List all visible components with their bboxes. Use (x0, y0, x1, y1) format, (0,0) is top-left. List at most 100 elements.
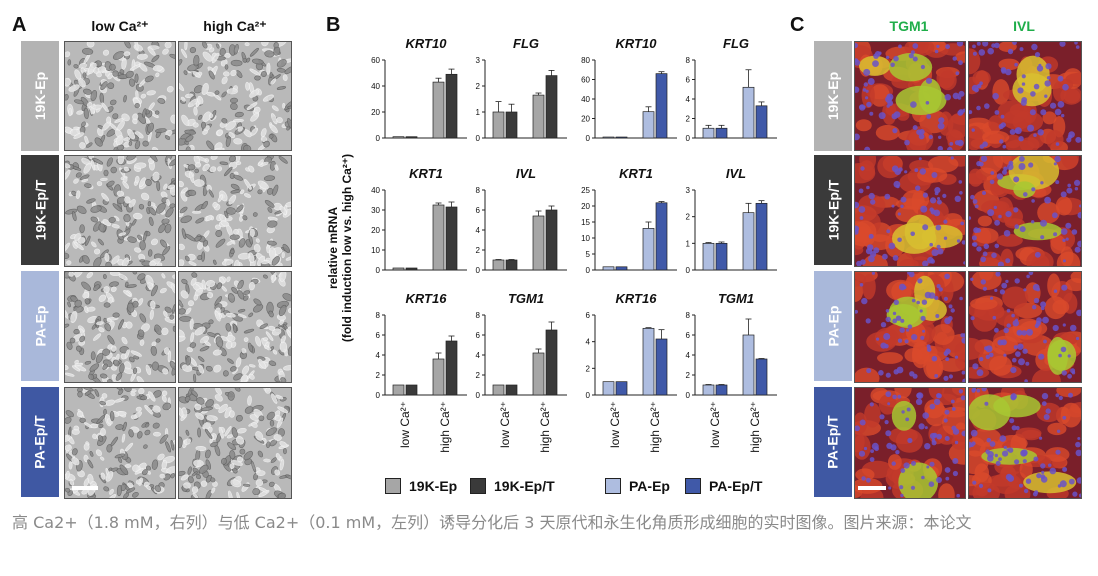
bar (505, 384, 518, 396)
y-tick-label: 4 (686, 95, 691, 104)
y-tick-label: 4 (476, 226, 481, 235)
y-tick-label: 0 (586, 391, 591, 400)
bar (392, 136, 405, 139)
x-category-label: high Ca²⁺ (648, 401, 662, 453)
legend-item-19k-ep-t: 19K-Ep/T (470, 478, 555, 494)
bar (602, 136, 615, 139)
bar (642, 111, 655, 139)
bar (405, 384, 418, 396)
panel-c-row-label-text: PA-Ep/T (825, 415, 841, 469)
y-tick-label: 8 (686, 56, 691, 65)
x-category-label: low Ca²⁺ (398, 401, 412, 448)
chart-title: FLG (723, 36, 749, 51)
bar (615, 136, 628, 139)
y-tick-label: 80 (581, 56, 590, 65)
y-tick-label: 6 (586, 311, 591, 320)
scale-bar (858, 486, 886, 490)
fluorescence-image (968, 41, 1082, 151)
bar (432, 81, 445, 139)
x-category-label: low Ca²⁺ (708, 401, 722, 448)
panel-a-row-label-text: 19K-Ep/T (32, 179, 48, 241)
y-tick-label: 8 (376, 311, 381, 320)
panel-letter-c: C (790, 14, 805, 36)
y-tick-label: 2 (686, 115, 691, 124)
y-tick-label: 0 (476, 266, 481, 275)
scale-bar (72, 486, 98, 490)
y-tick-label: 20 (371, 108, 380, 117)
legend-swatch (385, 478, 401, 494)
bar (715, 242, 728, 271)
chart-title: TGM1 (718, 291, 754, 306)
legend-swatch (470, 478, 486, 494)
legend-label: PA-Ep/T (709, 478, 763, 494)
fluorescence-image (854, 387, 966, 499)
bar (615, 266, 628, 271)
bar-chart-krt16: KRT16 0 2 4 6 8 low Ca²⁺ high Ca²⁺ (376, 291, 467, 453)
bar (742, 86, 755, 139)
x-category-label: low Ca²⁺ (498, 401, 512, 448)
bar (655, 73, 668, 139)
panel-letter-b: B (326, 14, 341, 36)
bar (505, 259, 518, 271)
panel-a-row-label: 19K-Ep (21, 41, 59, 151)
bar (602, 381, 615, 396)
x-category-label: high Ca²⁺ (438, 401, 452, 453)
phase-contrast-image (64, 387, 176, 499)
panel-c-row-label: PA-Ep (814, 271, 852, 381)
bar (642, 228, 655, 271)
bar-charts-panel-b: KRT100204060FLG0123KRT10020406080FLG0246… (371, 36, 777, 453)
y-tick-label: 1 (686, 239, 691, 248)
bar (655, 202, 668, 271)
y-tick-label: 40 (581, 95, 590, 104)
panel-a-row-label: PA-Ep/T (21, 387, 59, 497)
y-tick-label: 0 (476, 391, 481, 400)
x-category-label: high Ca²⁺ (538, 401, 552, 453)
y-tick-label: 25 (581, 186, 590, 195)
chart-title: KRT16 (406, 291, 448, 306)
bar (642, 327, 655, 396)
legend-item-pa-ep: PA-Ep (605, 478, 670, 494)
y-tick-label: 60 (371, 56, 380, 65)
chart-title: IVL (516, 166, 536, 181)
legend-swatch (605, 478, 621, 494)
y-tick-label: 2 (686, 213, 691, 222)
chart-title: IVL (726, 166, 746, 181)
chart-title: FLG (513, 36, 539, 51)
y-tick-label: 8 (476, 186, 481, 195)
bar (655, 338, 668, 396)
chart-title: KRT10 (616, 36, 658, 51)
bar (702, 384, 715, 396)
bar (755, 202, 768, 271)
y-tick-label: 2 (686, 371, 691, 380)
bar (532, 215, 545, 271)
bar (532, 94, 545, 139)
fluorescence-image (854, 271, 966, 383)
panel-a-row-label: 19K-Ep/T (21, 155, 59, 265)
panel-c-col-header-ivl: IVL (1013, 18, 1035, 34)
y-tick-label: 6 (686, 76, 691, 85)
y-tick-label: 30 (371, 206, 380, 215)
y-axis-label-line2: (fold induction low vs. high Ca²⁺) (340, 153, 355, 343)
y-tick-label: 0 (476, 134, 481, 143)
bar-chart-krt10: KRT10 0 20 40 60 (371, 36, 467, 143)
panel-a-col-header-low: low Ca²⁺ (91, 18, 149, 34)
fluorescence-image (854, 41, 966, 151)
bar-chart-ivl: IVL 0 1 2 3 (686, 166, 777, 275)
y-tick-label: 40 (371, 186, 380, 195)
bar-chart-tgm1: TGM1 0 2 4 6 8 low Ca²⁺ high Ca²⁺ (686, 291, 777, 453)
panel-a-row-label-text: PA-Ep/T (32, 415, 48, 469)
y-tick-label: 10 (371, 246, 380, 255)
figure-caption: 高 Ca2+（1.8 mM，右列）与低 Ca2+（0.1 mM，左列）诱导分化后… (12, 513, 972, 532)
y-tick-label: 6 (686, 331, 691, 340)
legend-label: PA-Ep (629, 478, 670, 494)
chart-title: KRT1 (619, 166, 653, 181)
panel-c-row-label: PA-Ep/T (814, 387, 852, 497)
y-tick-label: 0 (376, 266, 381, 275)
phase-contrast-image (64, 155, 176, 267)
legend-label: 19K-Ep/T (494, 478, 555, 494)
y-tick-label: 4 (686, 351, 691, 360)
phase-contrast-image (64, 41, 176, 151)
y-tick-label: 2 (476, 371, 481, 380)
y-tick-label: 8 (476, 311, 481, 320)
y-tick-label: 8 (686, 311, 691, 320)
